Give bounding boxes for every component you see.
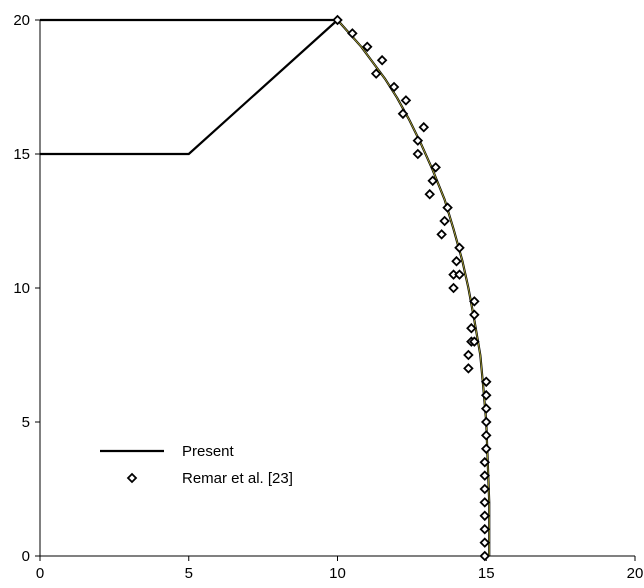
series-remar-point <box>479 470 491 481</box>
x-tick-label: 0 <box>36 565 44 582</box>
y-tick-label: 5 <box>22 414 30 431</box>
y-tick-label: 10 <box>13 280 30 297</box>
series-remar-point <box>400 95 412 106</box>
series-remar-point <box>479 456 491 468</box>
series-remar-point <box>479 510 491 522</box>
series-remar-point <box>480 443 492 455</box>
x-tick-label: 10 <box>329 565 346 582</box>
series-present-line <box>40 19 339 156</box>
series-remar-point <box>480 403 492 414</box>
series-remar-point <box>436 229 447 240</box>
series-remar-point <box>479 550 491 562</box>
series-remar-point <box>480 430 492 441</box>
y-tick-label: 15 <box>13 146 30 163</box>
series-remar-point <box>469 336 480 347</box>
series-remar-point <box>480 416 492 428</box>
x-tick-label: 5 <box>185 565 193 582</box>
series-remar-point <box>451 255 462 267</box>
series-remar-point <box>439 215 450 227</box>
legend-label-present: Present <box>182 443 235 460</box>
series-remar-point <box>427 175 438 187</box>
series-remar-point <box>463 363 474 374</box>
series-remar-point <box>397 108 409 120</box>
series-remar-point <box>332 14 343 26</box>
series-remar-point <box>412 148 424 160</box>
series-remar-point <box>479 523 491 535</box>
x-tick-label: 20 <box>627 565 644 582</box>
y-tick-label: 20 <box>13 12 30 29</box>
series-remar-point <box>388 81 400 93</box>
series-remar-point <box>442 202 453 213</box>
axes: 0 5 10 15 20 0 5 10 15 20 <box>13 12 643 582</box>
series-remar-point <box>418 121 430 133</box>
series-present-line <box>336 19 491 556</box>
series-remar-point <box>347 28 358 39</box>
x-tick-label: 15 <box>478 565 495 582</box>
series-remar-point <box>454 242 465 254</box>
y-tick-label: 0 <box>22 548 30 565</box>
series-remar-point <box>430 162 441 173</box>
series-remar-point <box>370 68 382 79</box>
series-remar-point <box>361 41 373 53</box>
legend-label-remar: Remar et al. [23] <box>182 470 293 487</box>
plot-area <box>40 14 492 562</box>
series-remar-point <box>469 309 480 321</box>
legend-diamond-icon <box>126 472 138 484</box>
legend: Present Remar et al. [23] <box>100 443 293 487</box>
series-remar-point <box>480 389 492 401</box>
series-remar-point <box>479 497 491 508</box>
series-present-highlight <box>337 19 490 556</box>
series-remar-point <box>412 135 424 146</box>
series-remar-point <box>479 483 491 495</box>
series-remar-point <box>448 282 459 294</box>
series-remar-point <box>480 376 492 388</box>
series-remar-point <box>469 296 480 307</box>
series-remar-point <box>463 349 474 361</box>
series-remar-point <box>454 269 465 280</box>
series-remar-point <box>479 537 491 548</box>
series-remar-point <box>466 322 477 334</box>
series-remar-point <box>424 188 435 200</box>
series-remar-point <box>376 54 388 66</box>
